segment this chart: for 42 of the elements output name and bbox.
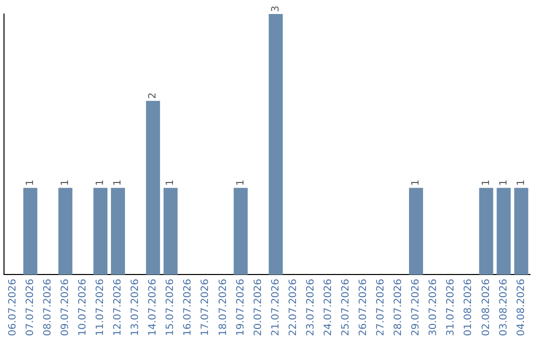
x-tick-label: 26.07.2026 xyxy=(358,278,370,336)
data-label: 2 xyxy=(148,92,159,99)
x-tick-label: 04.08.2026 xyxy=(516,278,527,336)
data-label: 1 xyxy=(480,179,492,186)
x-tick-label: 14.07.2026 xyxy=(148,278,159,336)
x-tick-label: 08.07.2026 xyxy=(42,278,54,336)
x-tick-label: 29.07.2026 xyxy=(410,278,422,336)
x-tick-label: 17.07.2026 xyxy=(200,278,212,336)
x-tick-label: 11.07.2026 xyxy=(95,278,106,336)
x-tick-label: 01.08.2026 xyxy=(463,278,474,336)
x-tick-label: 22.07.2026 xyxy=(288,278,299,336)
x-tick-label: 03.08.2026 xyxy=(498,278,510,336)
data-label: 3 xyxy=(270,6,282,12)
data-label: 1 xyxy=(235,179,246,186)
x-tick-label: 12.07.2026 xyxy=(112,278,124,336)
x-tick-label: 13.07.2026 xyxy=(130,278,142,336)
x-tick-label: 27.07.2026 xyxy=(376,278,387,336)
data-label: 1 xyxy=(165,179,176,186)
data-label: 1 xyxy=(410,179,422,186)
data-label: 1 xyxy=(516,179,527,186)
x-tick-label: 30.07.2026 xyxy=(428,278,440,336)
x-tick-label: 09.07.2026 xyxy=(60,278,71,336)
x-tick-label: 20.07.2026 xyxy=(252,278,264,336)
x-tick-label: 10.07.2026 xyxy=(77,278,88,336)
x-tick-label: 15.07.2026 xyxy=(165,278,176,336)
x-tick-label: 21.07.2026 xyxy=(270,278,282,336)
x-tick-label: 02.08.2026 xyxy=(480,278,492,336)
x-tick-label: 24.07.2026 xyxy=(322,278,334,336)
data-label: 1 xyxy=(498,179,510,186)
data-label: 1 xyxy=(60,179,71,186)
x-tick-label: 06.07.2026 xyxy=(7,278,18,336)
x-tick-label: 16.07.2026 xyxy=(182,278,194,336)
x-tick-label: 18.07.2026 xyxy=(218,278,229,336)
x-tick-label: 28.07.2026 xyxy=(393,278,404,336)
data-label: 1 xyxy=(112,179,124,186)
x-tick-label: 23.07.2026 xyxy=(305,278,316,336)
x-tick-label: 31.07.2026 xyxy=(446,278,457,336)
data-label: 1 xyxy=(95,179,106,186)
x-tick-label: 25.07.2026 xyxy=(340,278,352,336)
data-label: 1 xyxy=(24,179,36,186)
x-tick-label: 19.07.2026 xyxy=(235,278,246,336)
x-tick-label: 07.07.2026 xyxy=(24,278,36,336)
